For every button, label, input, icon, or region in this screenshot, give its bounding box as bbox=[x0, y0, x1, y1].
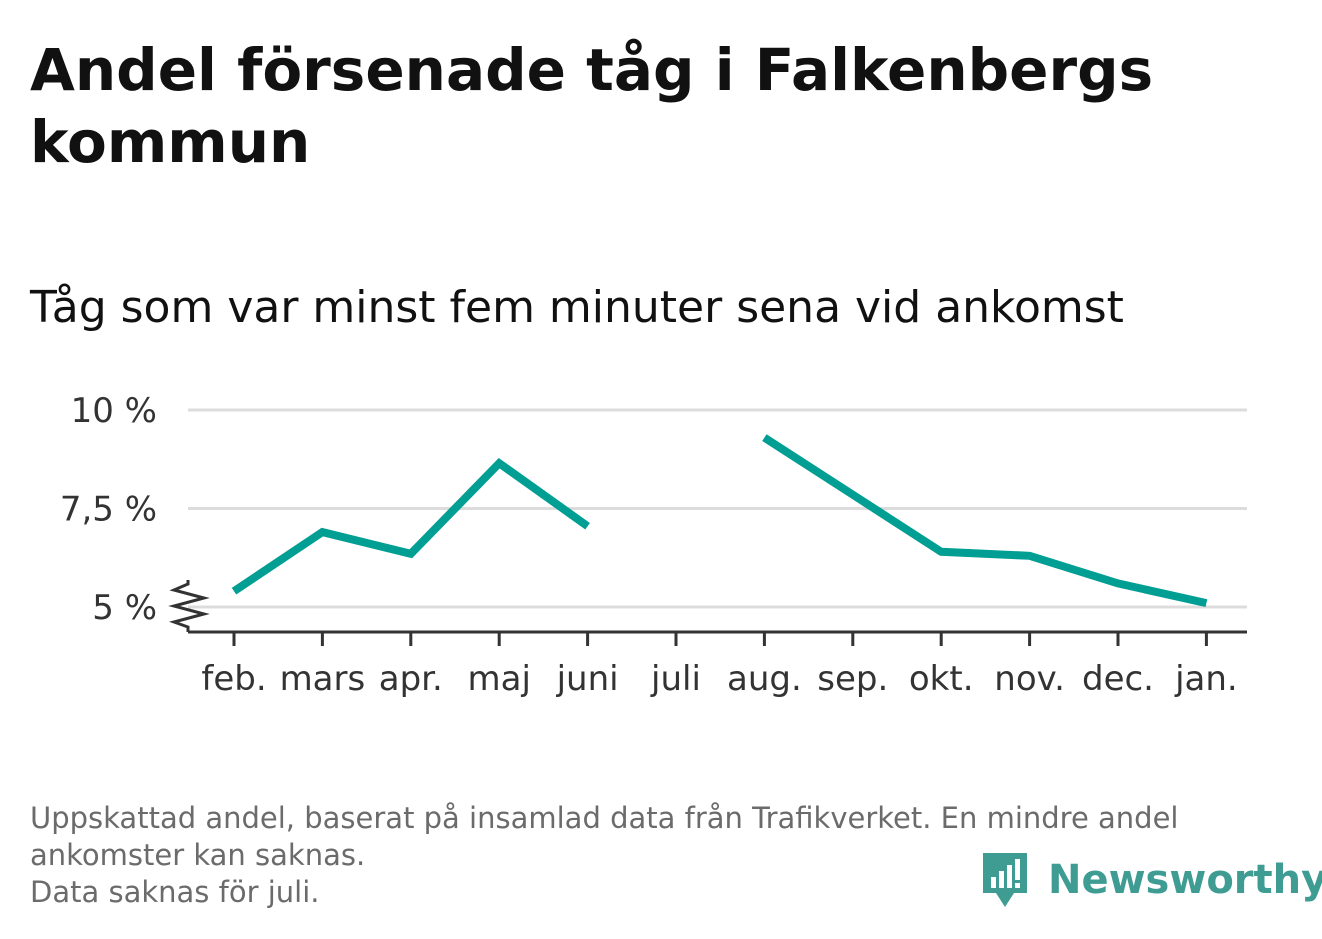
newsworthy-logo-icon bbox=[983, 853, 1027, 907]
series-line bbox=[231, 457, 590, 595]
page-title: Andel försenade tåg i Falkenbergs kommun bbox=[30, 36, 1154, 176]
series-line bbox=[762, 434, 1208, 608]
x-tick-label: dec. bbox=[1082, 659, 1154, 699]
brand-name: Newsworthy bbox=[1048, 857, 1322, 903]
y-tick-label: 5 % bbox=[92, 588, 157, 628]
x-tick-label: feb. bbox=[201, 659, 266, 699]
x-tick-label: jan. bbox=[1174, 659, 1238, 699]
axis-break-icon bbox=[168, 580, 210, 632]
x-tick-label: okt. bbox=[909, 659, 974, 699]
brand-logo: Newsworthy bbox=[980, 850, 1322, 910]
x-tick-label: mars bbox=[280, 659, 366, 699]
x-tick-label: nov. bbox=[994, 659, 1065, 699]
x-tick-label: aug. bbox=[727, 659, 802, 699]
footnote-line-3: Data saknas för juli. bbox=[30, 875, 320, 909]
y-tick-label: 7,5 % bbox=[60, 490, 157, 530]
x-tick-label: maj bbox=[467, 659, 530, 699]
chart-subtitle: Tåg som var minst fem minuter sena vid a… bbox=[30, 282, 1124, 333]
x-tick-label: juni bbox=[556, 659, 619, 699]
footnote: Uppskattad andel, baserat på insamlad da… bbox=[30, 800, 1280, 911]
x-tick-label: sep. bbox=[817, 659, 888, 699]
x-tick-label: apr. bbox=[379, 659, 443, 699]
footnote-line-2: ankomster kan saknas. bbox=[30, 838, 366, 872]
footnote-line-1: Uppskattad andel, baserat på insamlad da… bbox=[30, 801, 1179, 835]
y-tick-label: 10 % bbox=[71, 391, 157, 431]
x-tick-label: juli bbox=[650, 659, 701, 699]
